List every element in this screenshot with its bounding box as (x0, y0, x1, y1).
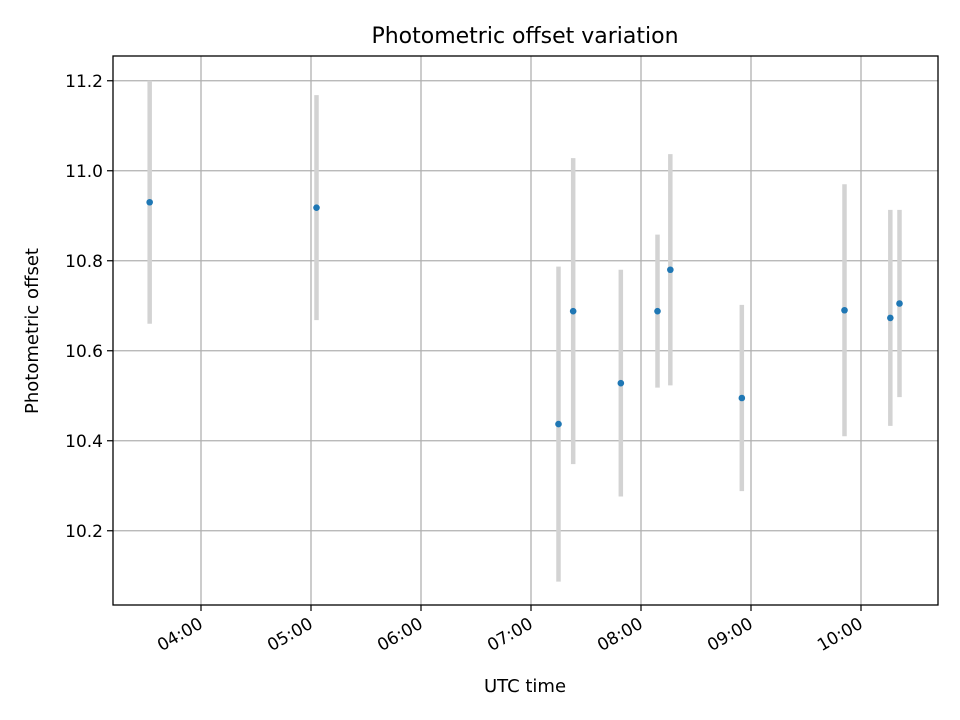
data-point (667, 266, 674, 274)
data-point (146, 198, 153, 206)
x-tick-label: 04:00 (154, 614, 206, 656)
x-tick-label: 10:00 (814, 614, 866, 656)
x-tick-label: 07:00 (484, 614, 536, 656)
data-point (555, 420, 562, 428)
y-tick-label: 10.4 (65, 432, 103, 452)
y-tick-label: 11.0 (65, 162, 103, 182)
x-ticks: 04:00 05:00 06:00 07:00 08:00 09:00 10:00 (154, 605, 867, 656)
chart-title: Photometric offset variation (371, 24, 678, 49)
data-point (841, 306, 848, 314)
y-axis-label: Photometric offset (22, 248, 43, 414)
data-point (887, 314, 894, 322)
errorbars (147, 80, 902, 582)
x-tick-label: 05:00 (264, 614, 316, 656)
y-tick-label: 10.6 (65, 342, 103, 362)
y-ticks: 10.2 10.4 10.6 10.8 11.0 11.2 (65, 72, 113, 542)
data-point (654, 307, 661, 315)
plot-frame (112, 55, 939, 606)
x-tick-label: 09:00 (704, 614, 756, 656)
data-point (569, 307, 577, 315)
x-tick-label: 06:00 (374, 614, 426, 656)
grid (113, 56, 938, 605)
data-point (617, 379, 625, 387)
data-point (738, 394, 746, 402)
data-point (896, 300, 903, 307)
y-tick-label: 10.8 (65, 252, 103, 272)
y-tick-label: 11.2 (65, 72, 103, 92)
y-tick-label: 10.2 (65, 522, 103, 542)
data-point (313, 204, 320, 211)
x-axis-label: UTC time (484, 676, 566, 697)
x-tick-label: 08:00 (594, 614, 646, 656)
points (146, 198, 903, 428)
